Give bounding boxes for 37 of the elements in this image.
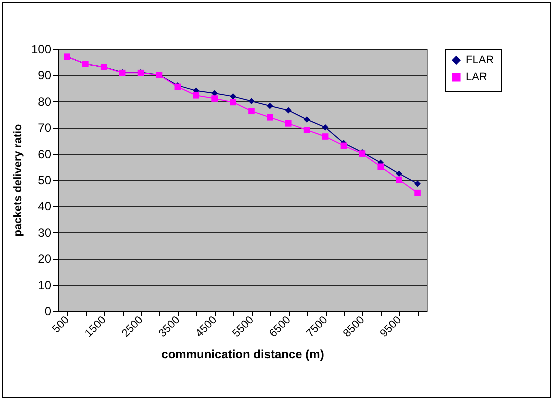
y-tick-label: 10 bbox=[38, 278, 52, 292]
legend-label: FLAR bbox=[466, 54, 494, 66]
point bbox=[230, 94, 236, 100]
y-tick-label: 30 bbox=[38, 226, 52, 240]
y-tick-label: 90 bbox=[38, 68, 52, 83]
point bbox=[212, 96, 218, 102]
point bbox=[396, 176, 402, 184]
y-tick-label: 80 bbox=[38, 94, 52, 109]
point bbox=[267, 102, 274, 110]
point bbox=[267, 114, 274, 121]
point bbox=[322, 124, 329, 131]
point bbox=[322, 134, 329, 140]
y-tick-label: 50 bbox=[38, 174, 52, 188]
point bbox=[414, 190, 421, 196]
point bbox=[193, 92, 200, 99]
point bbox=[285, 107, 292, 114]
point bbox=[396, 170, 402, 178]
point bbox=[378, 164, 384, 170]
y-tick-label: 60 bbox=[38, 147, 52, 162]
legend-label: LAR bbox=[466, 72, 488, 84]
y-tick-label: 0 bbox=[44, 304, 52, 318]
y-axis-title: packets delivery ratio bbox=[12, 124, 24, 237]
y-tick-label: 100 bbox=[31, 42, 52, 56]
y-tick-label: 70 bbox=[38, 121, 52, 136]
point bbox=[248, 98, 255, 105]
point bbox=[285, 120, 292, 127]
point bbox=[230, 99, 236, 106]
point bbox=[304, 127, 310, 134]
x-tick-label: 500 bbox=[50, 314, 72, 336]
point bbox=[248, 108, 255, 115]
point bbox=[340, 142, 348, 150]
point bbox=[414, 180, 421, 188]
x-axis-title: communication distance (m) bbox=[162, 347, 324, 362]
point bbox=[304, 116, 310, 123]
y-tick-label: 20 bbox=[38, 252, 52, 266]
y-tick-label: 40 bbox=[38, 200, 52, 214]
point bbox=[212, 90, 218, 97]
